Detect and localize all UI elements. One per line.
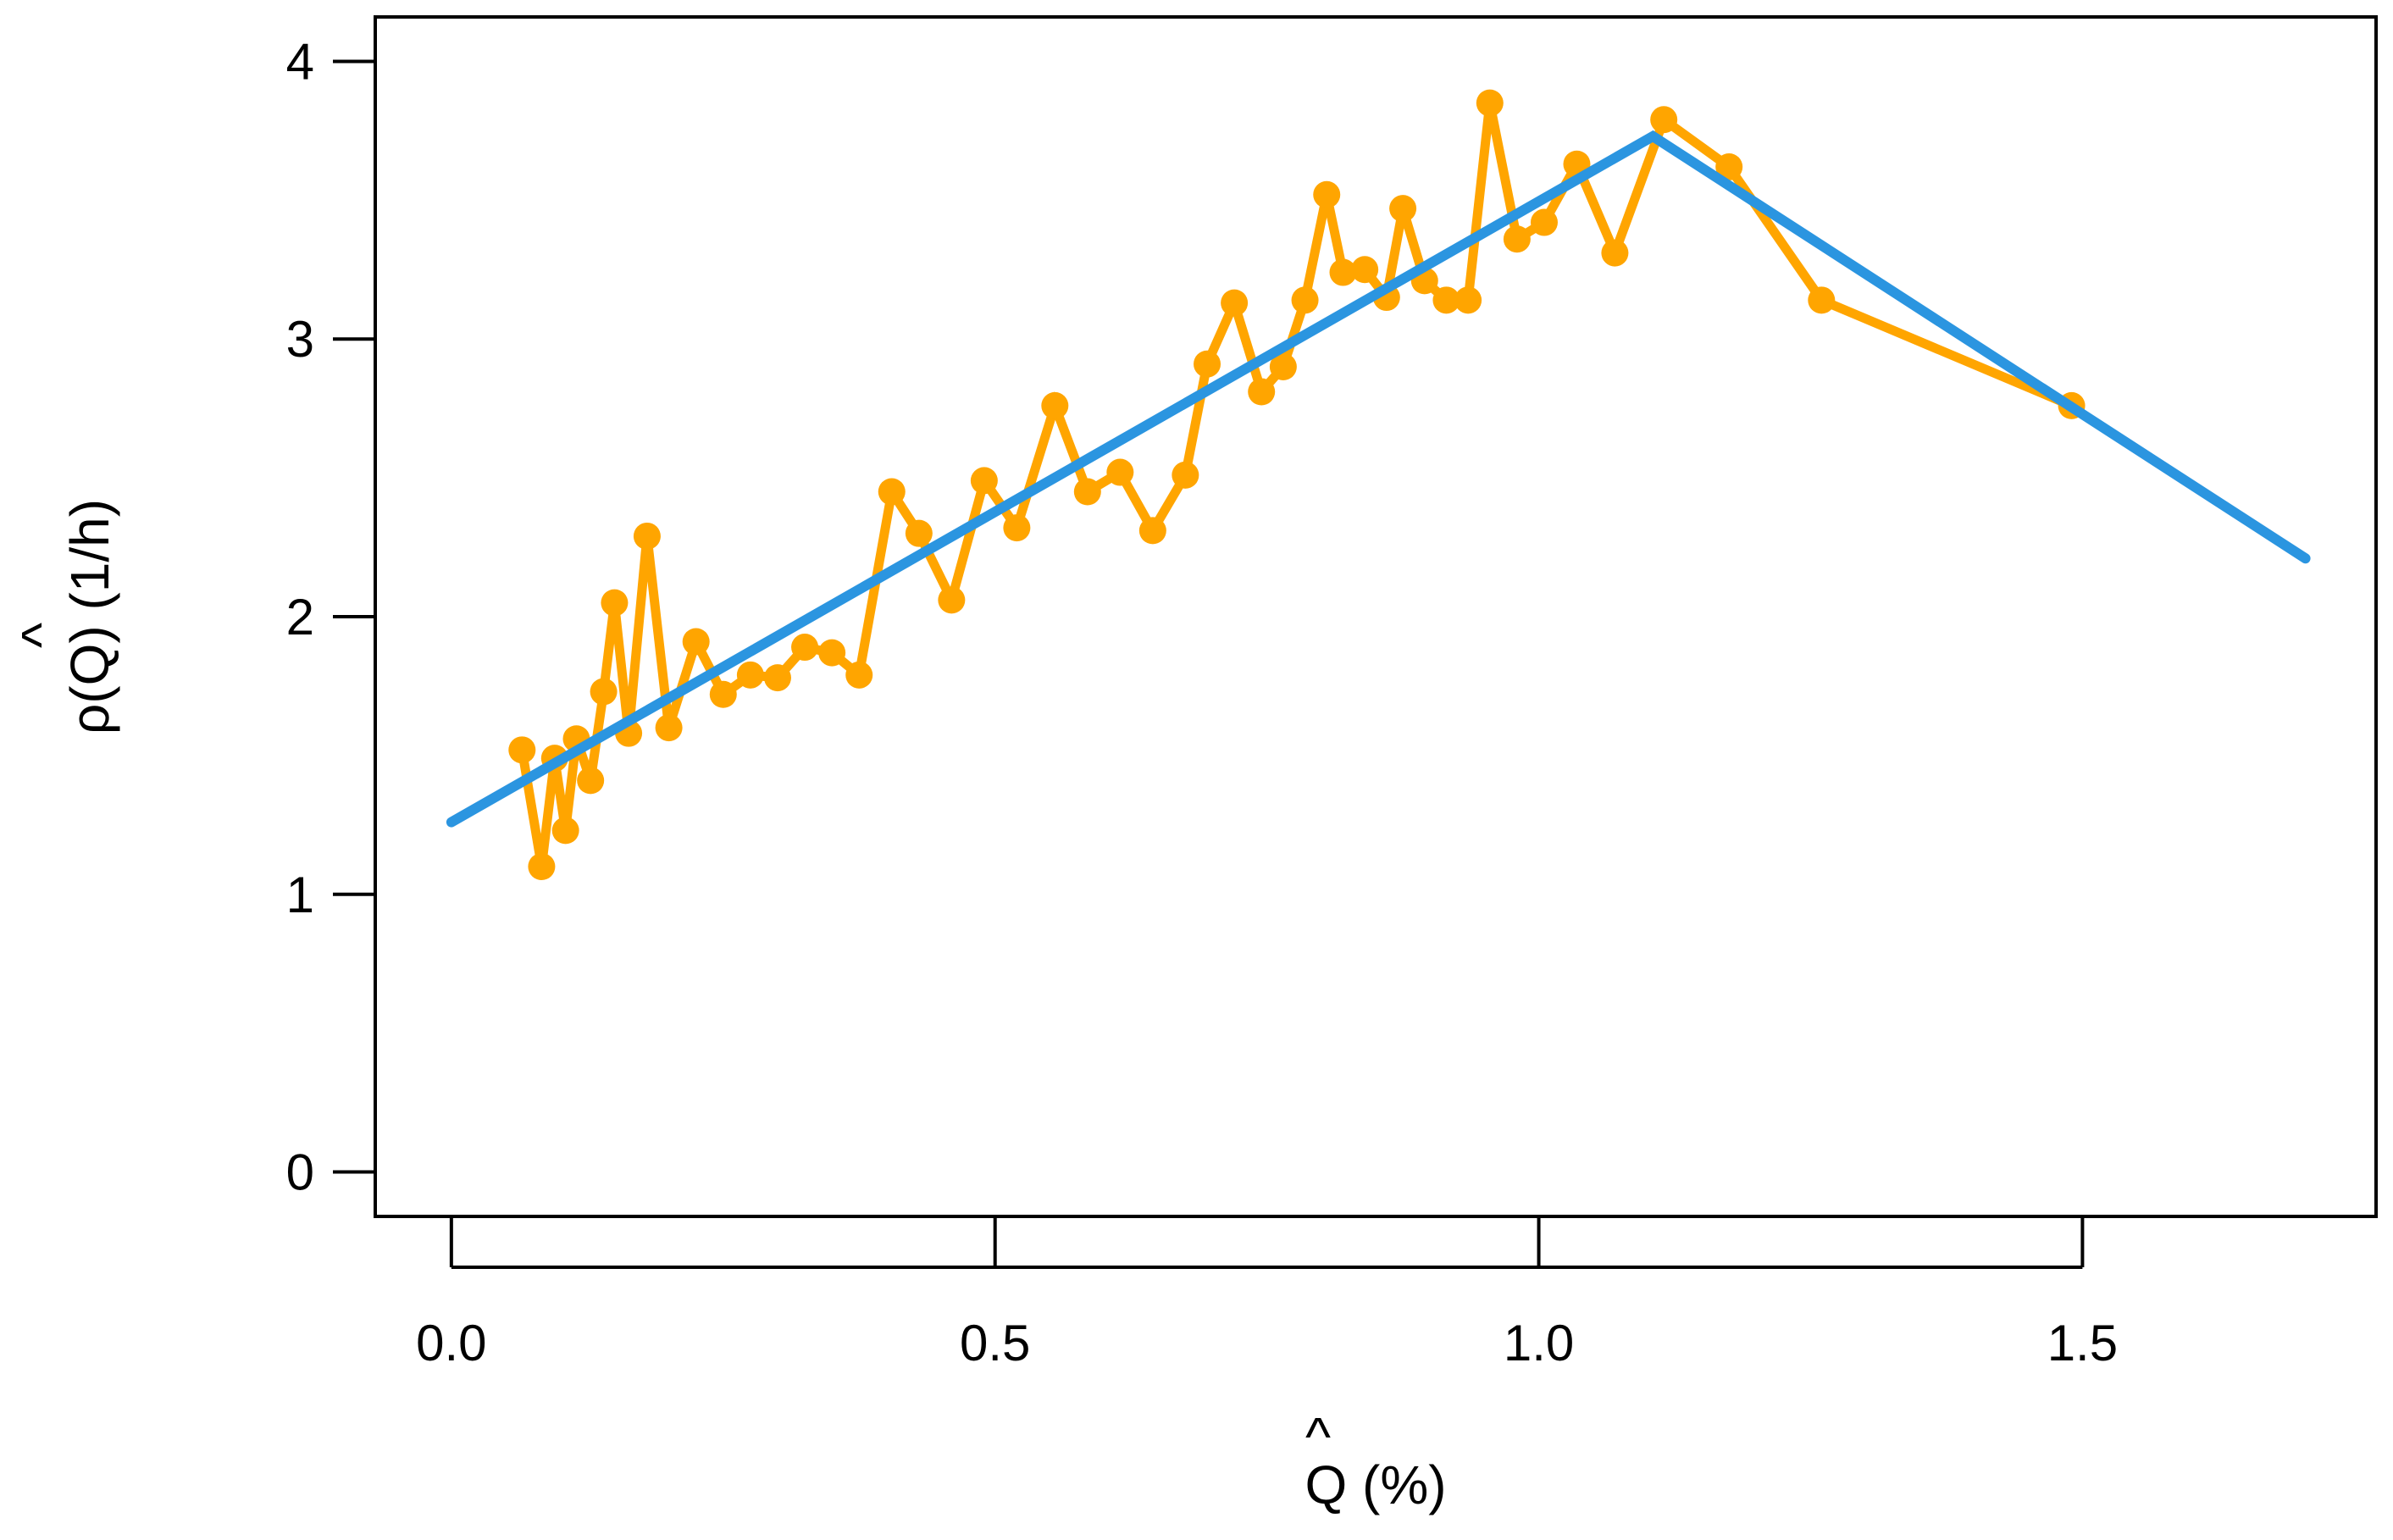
data-point xyxy=(1476,89,1504,117)
data-point xyxy=(1650,106,1678,134)
data-point xyxy=(1715,153,1743,180)
y-axis: 0 1 2 3 4 xyxy=(286,33,375,1201)
x-tick-label: 0.0 xyxy=(416,1315,486,1371)
data-point xyxy=(1389,195,1417,223)
x-tick-label: 1.0 xyxy=(1504,1315,1574,1371)
data-point xyxy=(1503,225,1531,253)
data-point xyxy=(1269,353,1297,380)
data-point xyxy=(601,589,629,617)
data-point xyxy=(1313,180,1341,208)
series-layer xyxy=(446,89,2311,880)
y-axis-title-hat: ^ xyxy=(10,623,71,648)
data-point xyxy=(938,586,966,614)
y-tick-label: 2 xyxy=(286,589,314,645)
data-point xyxy=(551,817,579,845)
y-axis-title: ρ(Q) (1/h) xyxy=(59,499,120,734)
data-point xyxy=(633,522,661,550)
data-point xyxy=(905,519,933,547)
data-point xyxy=(528,853,556,880)
x-tick-label: 0.5 xyxy=(960,1315,1030,1371)
data-point xyxy=(763,664,791,692)
data-point xyxy=(791,634,819,662)
data-point xyxy=(1291,286,1319,314)
data-point xyxy=(1351,256,1379,284)
data-point xyxy=(682,628,710,656)
x-axis: 0.0 0.5 1.0 1.5 xyxy=(416,1216,2118,1371)
data-point xyxy=(709,680,737,708)
data-point xyxy=(577,767,605,795)
data-point xyxy=(1530,208,1558,236)
data-point xyxy=(1073,478,1101,506)
x-axis-title-hat: ^ xyxy=(1305,1406,1331,1467)
plot-frame xyxy=(374,15,2378,1218)
x-tick-label: 1.5 xyxy=(2047,1315,2118,1371)
y-tick-label: 3 xyxy=(286,311,314,368)
observed-series-line xyxy=(517,102,2077,867)
data-point xyxy=(1808,286,1836,314)
data-point xyxy=(845,661,873,689)
data-point xyxy=(1172,461,1199,489)
data-point xyxy=(1601,239,1629,267)
data-point xyxy=(1138,517,1166,545)
data-point xyxy=(818,639,846,667)
y-tick-label: 0 xyxy=(286,1144,314,1201)
x-axis-title: Q (%) xyxy=(1305,1454,1446,1515)
data-point xyxy=(1003,514,1031,542)
data-point xyxy=(878,478,906,506)
data-point xyxy=(1454,286,1482,314)
data-point xyxy=(970,467,998,495)
data-point xyxy=(1329,258,1357,286)
data-point xyxy=(590,678,618,706)
y-tick-label: 4 xyxy=(286,33,314,90)
data-point xyxy=(1248,378,1276,406)
data-point xyxy=(736,661,764,689)
data-point xyxy=(655,714,683,742)
data-point xyxy=(1221,289,1249,317)
data-point xyxy=(1106,458,1134,486)
data-point xyxy=(508,736,536,764)
fitted-series-line xyxy=(446,130,2311,828)
y-tick-label: 1 xyxy=(286,867,314,923)
data-point xyxy=(1041,391,1069,419)
data-point xyxy=(1194,350,1221,378)
data-point xyxy=(1432,286,1460,314)
